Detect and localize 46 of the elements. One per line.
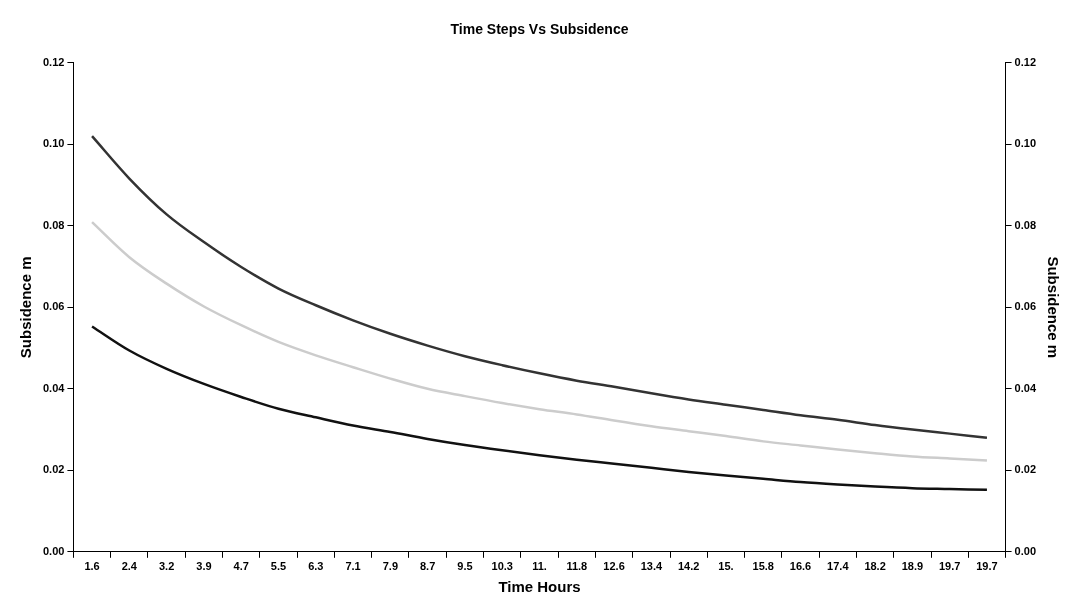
y2-tick-label: 0.04 <box>1014 381 1037 394</box>
x-tick-label: 3.9 <box>196 560 212 573</box>
x-tick-label: 8.7 <box>419 560 436 573</box>
line-series <box>90 134 989 439</box>
x-tick-label: 13.4 <box>640 560 663 573</box>
y-tick-label: 0.04 <box>42 381 66 394</box>
x-tick-label: 19.7 <box>976 560 998 573</box>
y-tick-label: 0.02 <box>42 463 65 476</box>
x-axis-title: Time Hours <box>498 578 581 596</box>
x-tick-label: 2.4 <box>121 560 138 573</box>
y-tick-label: 0.12 <box>42 55 65 68</box>
x-tick-label: 11.8 <box>566 560 588 573</box>
y-tick-label: 0.06 <box>42 300 65 313</box>
x-tick-label: 7.9 <box>382 560 398 573</box>
y2-tick-label: 0.10 <box>1014 137 1037 150</box>
x-tick-label: 18.2 <box>864 560 886 573</box>
x-tick-label: 6.3 <box>308 560 324 573</box>
x-tick-label: 17.4 <box>827 560 850 573</box>
y-axis-title: Subsidence m <box>17 256 35 359</box>
y-tick-label: 0.00 <box>42 544 65 557</box>
line-series <box>90 220 989 462</box>
x-tick-label: 14.2 <box>677 560 700 573</box>
x-tick-label: 12.6 <box>603 560 625 573</box>
y2-tick-label: 0.12 <box>1014 55 1037 68</box>
y2-tick-label: 0.00 <box>1014 544 1037 557</box>
x-tick-label: 9.5 <box>457 560 473 573</box>
x-tick-label: 15. <box>718 560 734 573</box>
y-tick-label: 0.08 <box>42 218 65 231</box>
y2-axis-title: Subsidence m <box>1044 256 1062 359</box>
x-tick-label: 15.8 <box>752 560 774 573</box>
x-tick-label: 10.3 <box>491 560 513 573</box>
y2-tick-label: 0.06 <box>1014 300 1037 313</box>
x-tick-label: 11. <box>532 560 547 573</box>
x-tick-label: 19.7 <box>938 560 961 573</box>
y2-tick-label: 0.02 <box>1014 463 1037 476</box>
x-tick-label: 7.1 <box>345 560 361 573</box>
y-tick-label: 0.10 <box>42 137 65 150</box>
x-tick-label: 5.5 <box>270 560 287 573</box>
x-tick-label: 3.2 <box>158 560 175 573</box>
x-tick-label: 1.6 <box>84 560 100 573</box>
x-tick-label: 18.9 <box>901 560 924 573</box>
x-tick-label: 16.6 <box>789 560 812 573</box>
y2-tick-label: 0.08 <box>1014 218 1037 231</box>
chart-title: Time Steps Vs Subsidence <box>450 21 629 38</box>
line-series <box>90 325 989 492</box>
x-tick-label: 4.7 <box>233 560 249 573</box>
